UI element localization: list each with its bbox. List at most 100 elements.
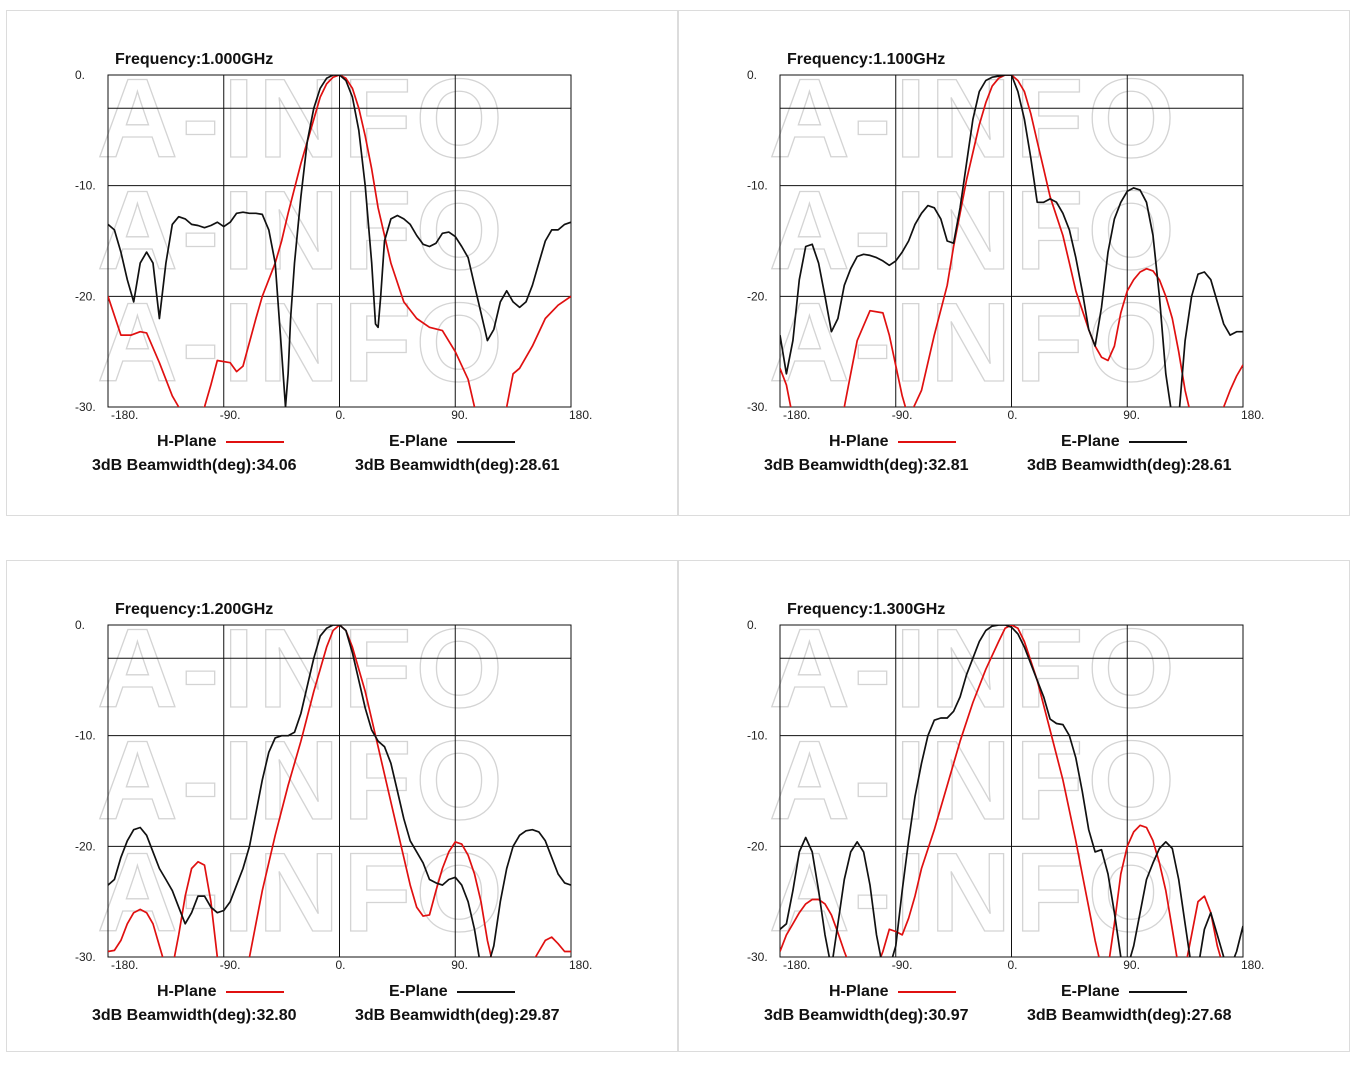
legend-e-plane: E-Plane bbox=[1061, 433, 1187, 451]
x-tick-label: 0. bbox=[336, 408, 346, 422]
chart-panel-1ghz: A-INFO A-INFO A-INFO -180. -90. 0. 90. 180. 0. -1… bbox=[6, 10, 678, 516]
chart-panel-1-1ghz: A-INFO A-INFO A-INFO -180. -90. 0. 90. 180. 0. -1… bbox=[678, 10, 1350, 516]
x-tick-label: 90. bbox=[451, 958, 468, 972]
x-tick-label: 90. bbox=[1123, 958, 1140, 972]
y-tick-label: 0. bbox=[75, 68, 85, 82]
x-tick-label: 180. bbox=[569, 408, 592, 422]
x-tick-label: 0. bbox=[1008, 958, 1018, 972]
legend-h-plane: H-Plane bbox=[157, 433, 284, 451]
legend-e-plane-swatch bbox=[456, 440, 515, 443]
grid bbox=[779, 624, 1244, 958]
y-tick-label: -30. bbox=[75, 950, 96, 964]
legend-h-plane-label: H-Plane bbox=[157, 433, 217, 450]
e-plane-beamwidth: 3dB Beamwidth(deg):27.68 bbox=[1027, 1007, 1232, 1024]
x-tick-label: -180. bbox=[783, 408, 810, 422]
y-tick-label: 0. bbox=[747, 618, 757, 632]
watermark-text-1: A-INFO bbox=[97, 606, 507, 731]
legend-e-plane-swatch bbox=[1128, 990, 1187, 993]
series-group bbox=[108, 75, 571, 407]
grid bbox=[107, 624, 572, 958]
e-plane-beamwidth: 3dB Beamwidth(deg):29.87 bbox=[355, 1007, 560, 1024]
watermark-text-1: A-INFO bbox=[97, 56, 507, 181]
watermark-text-3: A-INFO bbox=[97, 830, 507, 955]
legend-e-plane-swatch bbox=[456, 990, 515, 993]
legend-h-plane-label: H-Plane bbox=[829, 983, 889, 1000]
legend-h-plane-swatch bbox=[897, 440, 956, 443]
series-line-e-plane bbox=[108, 75, 571, 407]
watermark-text-2: A-INFO bbox=[769, 168, 1179, 293]
h-plane-beamwidth: 3dB Beamwidth(deg):32.80 bbox=[92, 1007, 297, 1024]
watermark-text-3: A-INFO bbox=[97, 280, 507, 405]
x-tick-label: -180. bbox=[111, 958, 138, 972]
series-line-h-plane bbox=[108, 75, 571, 407]
y-tick-label: -20. bbox=[75, 839, 96, 853]
x-tick-label: 180. bbox=[569, 958, 592, 972]
x-tick-label: -180. bbox=[783, 958, 810, 972]
y-tick-label: -10. bbox=[75, 729, 96, 743]
x-tick-label: -90. bbox=[220, 958, 241, 972]
x-tick-label: -90. bbox=[220, 408, 241, 422]
watermark-text-2: A-INFO bbox=[97, 718, 507, 843]
x-tick-label: 180. bbox=[1241, 408, 1264, 422]
chart-title: Frequency:1.200GHz bbox=[115, 601, 274, 618]
x-tick-label: 90. bbox=[1123, 408, 1140, 422]
legend-e-plane: E-Plane bbox=[389, 433, 515, 451]
watermark-text-3: A-INFO bbox=[769, 280, 1179, 405]
series-line-e-plane bbox=[780, 75, 1243, 407]
x-tick-label: -180. bbox=[111, 408, 138, 422]
watermark-text-2: A-INFO bbox=[769, 718, 1179, 843]
x-tick-label: 0. bbox=[336, 958, 346, 972]
series-line-h-plane bbox=[780, 625, 1222, 957]
e-plane-beamwidth: 3dB Beamwidth(deg):28.61 bbox=[1027, 457, 1232, 474]
legend-e-plane-label: E-Plane bbox=[1061, 983, 1120, 1000]
y-tick-label: -20. bbox=[75, 289, 96, 303]
legend-h-plane-label: H-Plane bbox=[157, 983, 217, 1000]
y-tick-label: 0. bbox=[75, 618, 85, 632]
e-plane-beamwidth: 3dB Beamwidth(deg):28.61 bbox=[355, 457, 560, 474]
legend-e-plane: E-Plane bbox=[389, 983, 515, 1001]
legend-h-plane-swatch bbox=[225, 440, 284, 443]
y-tick-label: 0. bbox=[747, 68, 757, 82]
legend-h-plane-swatch bbox=[897, 990, 956, 993]
chart-title: Frequency:1.000GHz bbox=[115, 51, 274, 68]
chart-title: Frequency:1.100GHz bbox=[787, 51, 946, 68]
chart-title: Frequency:1.300GHz bbox=[787, 601, 946, 618]
legend-h-plane: H-Plane bbox=[829, 433, 956, 451]
watermark-text-1: A-INFO bbox=[769, 606, 1179, 731]
legend-e-plane-label: E-Plane bbox=[389, 433, 448, 450]
legend-e-plane-label: E-Plane bbox=[1061, 433, 1120, 450]
y-tick-label: -10. bbox=[75, 179, 96, 193]
y-tick-label: -30. bbox=[75, 400, 96, 414]
legend-e-plane-label: E-Plane bbox=[389, 983, 448, 1000]
series-line-h-plane bbox=[780, 75, 1243, 407]
legend-h-plane: H-Plane bbox=[829, 983, 956, 1001]
h-plane-beamwidth: 3dB Beamwidth(deg):34.06 bbox=[92, 457, 297, 474]
chart-panel-1-3ghz: A-INFO A-INFO A-INFO -180. -90. 0. 90. 180. 0. -1… bbox=[678, 560, 1350, 1052]
h-plane-beamwidth: 3dB Beamwidth(deg):30.97 bbox=[764, 1007, 969, 1024]
legend-h-plane: H-Plane bbox=[157, 983, 284, 1001]
legend-e-plane: E-Plane bbox=[1061, 983, 1187, 1001]
y-tick-label: -20. bbox=[747, 289, 768, 303]
legend-e-plane-swatch bbox=[1128, 440, 1187, 443]
y-tick-label: -10. bbox=[747, 729, 768, 743]
y-tick-label: -10. bbox=[747, 179, 768, 193]
x-tick-label: 90. bbox=[451, 408, 468, 422]
y-tick-label: -30. bbox=[747, 950, 768, 964]
series-line-e-plane bbox=[108, 625, 571, 957]
y-tick-label: -30. bbox=[747, 400, 768, 414]
legend-h-plane-swatch bbox=[225, 990, 284, 993]
series-group bbox=[780, 75, 1243, 407]
h-plane-beamwidth: 3dB Beamwidth(deg):32.81 bbox=[764, 457, 969, 474]
x-tick-label: -90. bbox=[892, 408, 913, 422]
series-group bbox=[108, 625, 571, 957]
series-line-e-plane bbox=[780, 625, 1243, 957]
x-tick-label: -90. bbox=[892, 958, 913, 972]
x-tick-label: 0. bbox=[1008, 408, 1018, 422]
chart-panel-1-2ghz: A-INFO A-INFO A-INFO -180. -90. 0. 90. 180. 0. -1… bbox=[6, 560, 678, 1052]
